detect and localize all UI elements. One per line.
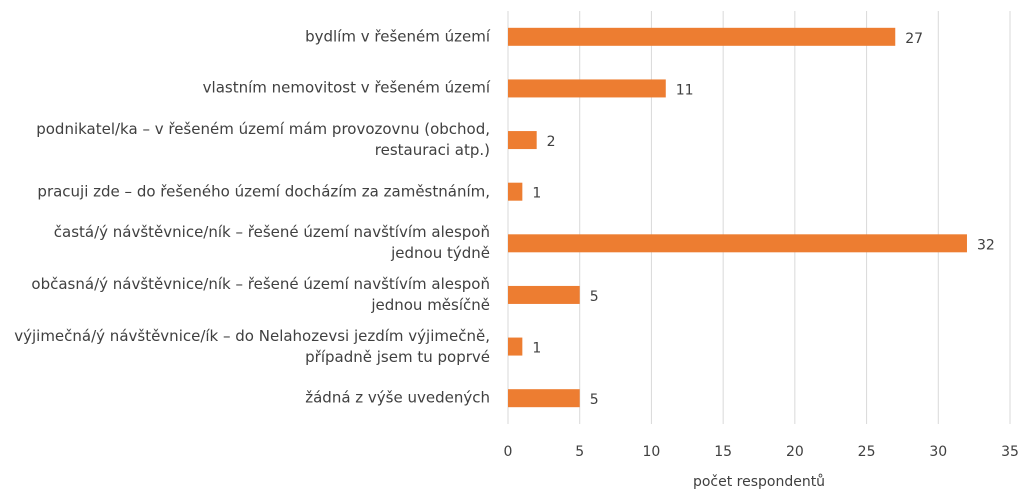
x-tick-label: 10	[643, 444, 661, 460]
bar	[508, 131, 537, 150]
x-tick-label: 15	[714, 444, 732, 460]
value-label: 1	[532, 341, 541, 357]
y-tick-label: pracuji zde – do řešeného území docházím…	[37, 182, 490, 201]
y-tick-label: výjimečná/ý návštěvnice/ík – do Nelahoze…	[14, 326, 490, 366]
bar	[508, 27, 896, 46]
value-label: 11	[676, 82, 694, 98]
x-tick-label: 5	[575, 444, 584, 460]
x-tick-label: 0	[504, 444, 513, 460]
x-tick-label: 20	[786, 444, 804, 460]
y-tick-label: žádná z výše uvedených	[305, 388, 490, 407]
value-label: 5	[590, 289, 599, 305]
y-tick-label: vlastním nemovitost v řešeném území	[202, 78, 490, 97]
value-label: 1	[532, 186, 541, 202]
value-label: 32	[977, 237, 995, 253]
value-label: 5	[590, 392, 599, 408]
bar	[508, 337, 523, 356]
bar	[508, 234, 967, 253]
y-tick-label: častá/ý návštěvnice/ník – řešené území n…	[53, 223, 490, 263]
y-tick-label: podnikatel/ka – v řešeném území mám prov…	[36, 120, 490, 160]
bar	[508, 182, 523, 201]
x-axis-label: počet respondentů	[693, 474, 825, 490]
x-tick-label: 25	[858, 444, 876, 460]
bar	[508, 389, 580, 408]
y-tick-label: občasná/ý návštěvnice/ník – řešené území…	[31, 274, 490, 314]
x-tick-label: 30	[929, 444, 947, 460]
value-label: 27	[905, 31, 923, 47]
bar	[508, 285, 580, 304]
y-tick-label: bydlím v řešeném území	[305, 27, 490, 46]
bar	[508, 79, 666, 98]
x-tick-label: 35	[1001, 444, 1019, 460]
value-label: 2	[547, 134, 556, 150]
